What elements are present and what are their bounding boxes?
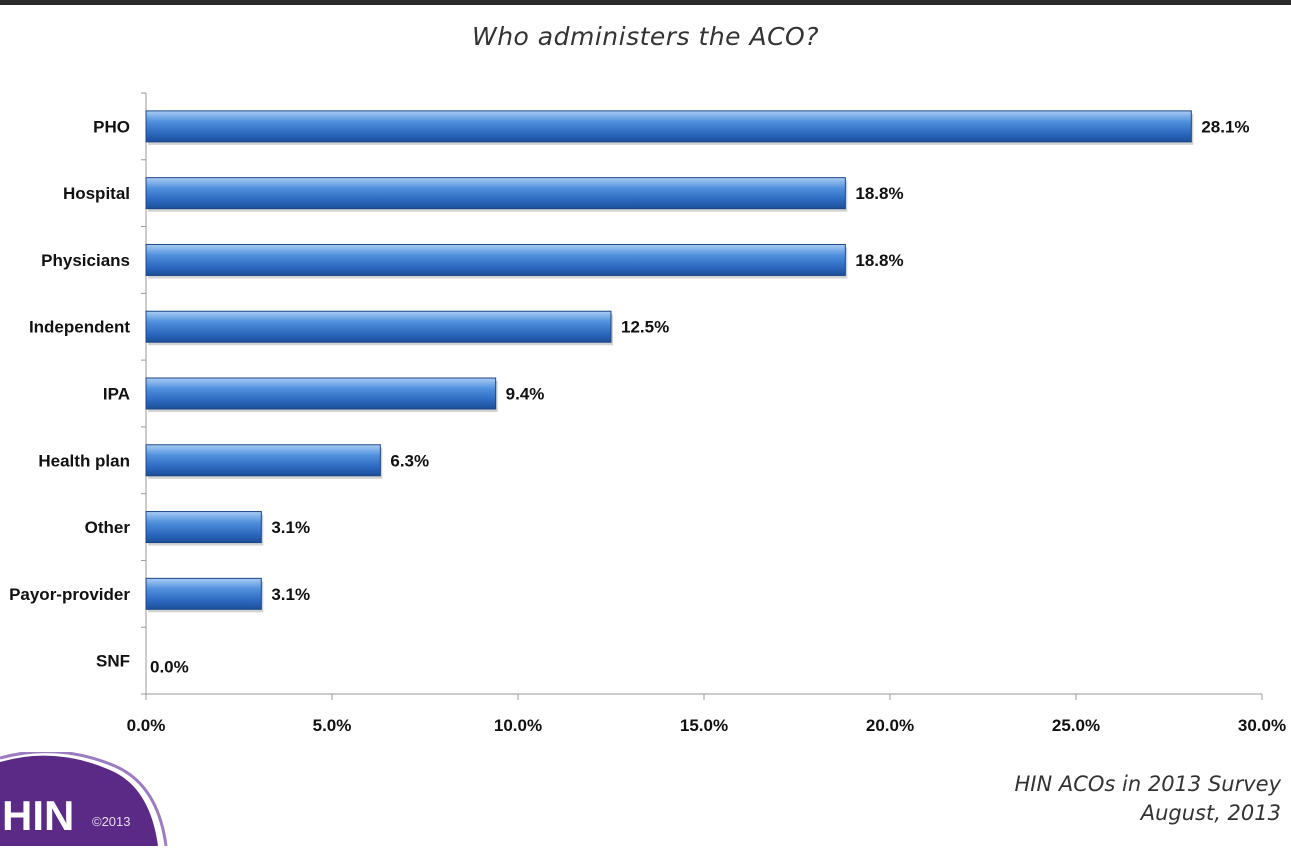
value-label: 0.0% [150,658,189,677]
hin-logo: HIN ©2013 [0,750,260,847]
logo-swoosh [0,755,158,846]
category-label: Physicians [41,251,130,270]
category-label: Independent [29,318,130,337]
category-label: Health plan [38,451,130,470]
bar [145,377,497,410]
value-label: 28.1% [1201,117,1249,136]
value-label: 3.1% [271,518,310,537]
top-rule [0,0,1291,5]
x-tick-label: 10.0% [494,716,542,735]
plot-area: 0.0% 5.0% 10.0% 15.0% 20.0% 25.0% 30.0% PHO 28.1… [9,92,1286,735]
footer-line-2: August, 2013 [1140,801,1281,825]
value-label: 18.8% [855,251,903,270]
x-tick-label: 5.0% [313,716,352,735]
footer-line-1: HIN ACOs in 2013 Survey [1014,772,1281,796]
category-label: IPA [103,385,130,404]
x-tick-label: 30.0% [1238,716,1286,735]
category-label: Payor-provider [9,585,130,604]
bar [145,177,846,210]
value-label: 3.1% [271,585,310,604]
x-tick-label: 20.0% [866,716,914,735]
x-tick-label: 15.0% [680,716,728,735]
bar [145,511,262,544]
bar [145,577,262,610]
category-label: Other [85,518,131,537]
logo-swoosh-edge [0,750,168,847]
bar [145,444,381,477]
value-label: 9.4% [506,385,545,404]
x-tick-label: 25.0% [1052,716,1100,735]
category-label: PHO [93,117,130,136]
value-label: 18.8% [855,184,903,203]
logo-copyright: ©2013 [92,814,131,829]
x-tick-label: 0.0% [127,716,166,735]
value-label: 12.5% [621,318,669,337]
value-label: 6.3% [390,451,429,470]
footer-caption: HIN ACOs in 2013 Survey August, 2013 [1014,770,1281,828]
category-label: Hospital [63,184,130,203]
bar [145,310,612,343]
category-label: SNF [96,652,130,671]
bar [145,243,846,276]
bar [145,110,1192,143]
chart-title: Who administers the ACO? [471,22,820,51]
logo-text: HIN [2,792,74,839]
